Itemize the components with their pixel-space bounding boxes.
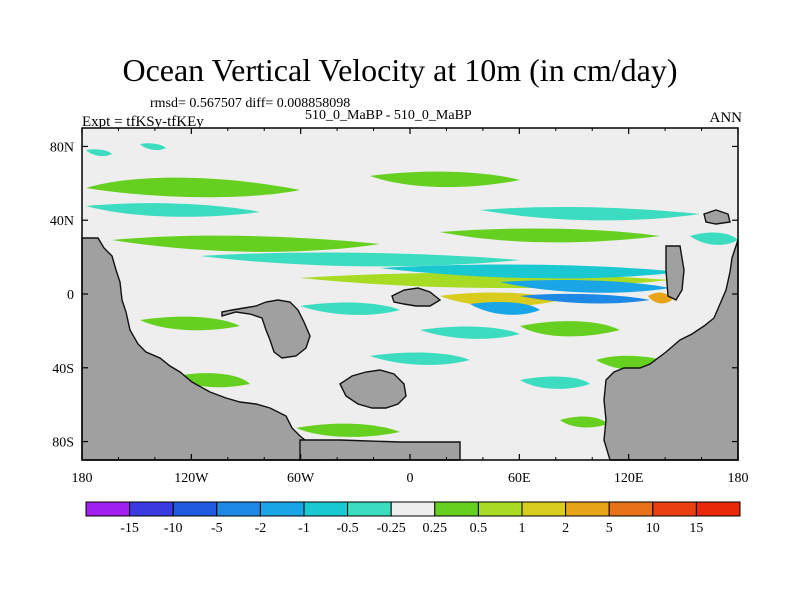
colorbar-label: -5 <box>211 521 223 536</box>
contour-band <box>470 302 540 315</box>
axes: 180 120W 60W 0 60E 120E 180 80N 40N 0 40S 80S <box>50 128 749 486</box>
contour-band <box>500 280 670 293</box>
colorbar-label: -15 <box>120 521 139 536</box>
colorbar-swatch <box>85 501 131 517</box>
y-tick-label: 0 <box>67 288 74 303</box>
contour-band <box>86 203 260 217</box>
contour-band <box>440 228 660 243</box>
colorbar-swatch <box>695 501 741 517</box>
contour-band <box>112 235 380 252</box>
experiment-label: Expt = tfKSy-tfKEy <box>82 114 204 130</box>
colorbar-label: 1 <box>519 521 526 536</box>
y-tick-label: 80N <box>50 140 74 155</box>
contour-band <box>520 293 650 304</box>
colorbar-swatch <box>129 501 174 517</box>
contour-band <box>520 321 620 337</box>
chart-title: Ocean Vertical Velocity at 10m (in cm/da… <box>122 52 678 88</box>
x-tick-label: 120W <box>174 471 209 486</box>
land-mass-island-c <box>339 369 407 409</box>
contour-band <box>560 416 608 428</box>
colorbar-label: -1 <box>298 521 310 536</box>
colorbar-label: -2 <box>255 521 267 536</box>
contour-band <box>370 352 470 365</box>
contour-band <box>140 316 240 331</box>
colorbar-label: -0.5 <box>337 521 359 536</box>
contour-band <box>140 143 166 151</box>
experiment-subtitle: 510_0_MaBP - 510_0_MaBP <box>305 108 472 123</box>
colorbar-swatch <box>216 501 261 517</box>
x-tick-label: 60E <box>508 471 531 486</box>
x-tick-label: 180 <box>728 471 749 486</box>
colorbar-swatch <box>303 501 349 517</box>
contour-band <box>200 252 520 267</box>
season-label: ANN <box>709 110 743 126</box>
colorbar-swatch <box>652 501 697 517</box>
x-tick-label: 60W <box>287 471 315 486</box>
colorbar-swatch <box>390 501 436 517</box>
contour-band <box>380 264 680 279</box>
land-masses <box>81 209 739 461</box>
colorbar-label: -10 <box>164 521 183 536</box>
contour-band <box>86 149 112 157</box>
contour-band <box>520 376 590 389</box>
contour-band <box>296 423 400 437</box>
contour-band <box>420 326 520 339</box>
colorbar-label: 0.25 <box>423 521 448 536</box>
colorbar-swatch <box>477 501 523 517</box>
colorbar-swatch <box>434 501 479 517</box>
contour-band <box>648 292 672 304</box>
colorbar-label: 5 <box>606 521 613 536</box>
colorbar: -15 -10 -5 -2 -1 -0.5 -0.25 0.25 0.5 1 2 5 10 15 <box>85 501 741 536</box>
y-tick-label: 40N <box>50 214 74 229</box>
colorbar-swatch <box>347 501 392 517</box>
colorbar-label: 10 <box>646 521 660 536</box>
x-tick-label: 120E <box>614 471 644 486</box>
land-mass-island-e <box>703 209 731 225</box>
y-tick-label: 40S <box>52 362 74 377</box>
velocity-contours <box>86 143 738 437</box>
colorbar-swatch <box>521 501 567 517</box>
x-tick-label: 180 <box>72 471 93 486</box>
contour-band <box>480 207 700 221</box>
rmsd-diff-stats: rmsd= 0.567507 diff= 0.008858098 <box>150 96 351 111</box>
colorbar-swatch <box>172 501 218 517</box>
colorbar-swatch <box>259 501 305 517</box>
contour-band <box>690 232 738 245</box>
plot-area <box>81 127 739 461</box>
colorbar-label: -0.25 <box>377 521 406 536</box>
contour-band <box>86 177 300 198</box>
colorbar-label: 0.5 <box>470 521 488 536</box>
contour-band <box>370 171 520 188</box>
land-mass-island-b <box>391 287 442 307</box>
land-mass-island-a <box>221 299 311 359</box>
colorbar-label: 2 <box>562 521 569 536</box>
land-mass-east <box>603 239 739 461</box>
colorbar-swatch <box>608 501 654 517</box>
x-tick-label: 0 <box>407 471 414 486</box>
land-mass-south-west <box>299 439 461 461</box>
colorbar-swatch <box>565 501 610 517</box>
y-tick-label: 80S <box>52 436 74 451</box>
land-mass-island-d <box>665 245 685 301</box>
colorbar-label: 15 <box>689 521 703 536</box>
contour-band <box>300 302 400 315</box>
